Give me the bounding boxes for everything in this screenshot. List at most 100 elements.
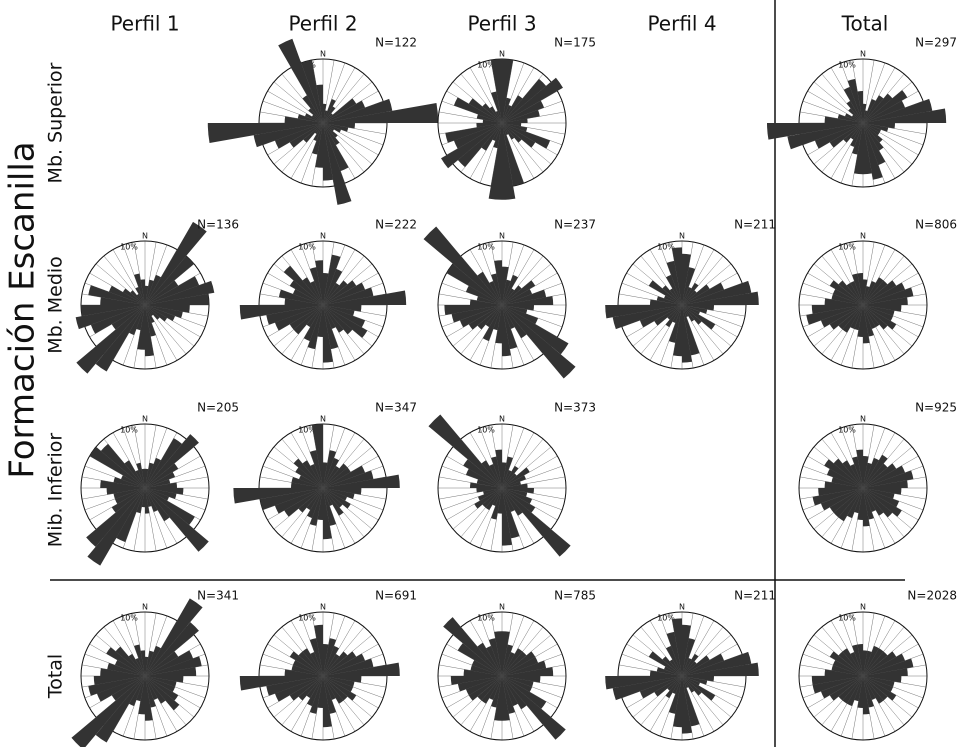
petal xyxy=(833,488,863,518)
petal xyxy=(767,123,863,140)
petal xyxy=(323,457,339,488)
petal xyxy=(323,123,335,132)
rose-diagram: 10% N N=211 xyxy=(605,589,776,741)
spoke xyxy=(862,122,913,165)
petal xyxy=(274,676,323,702)
petal xyxy=(502,109,540,123)
petal xyxy=(682,305,700,356)
petal xyxy=(476,296,502,305)
petal xyxy=(682,676,708,685)
petal xyxy=(863,123,883,180)
petal xyxy=(309,450,323,488)
petal xyxy=(317,676,323,708)
petal xyxy=(502,469,512,488)
petal xyxy=(292,660,323,676)
petal xyxy=(682,676,700,727)
petal xyxy=(323,282,366,305)
petal xyxy=(441,123,502,169)
north-label: N xyxy=(860,415,866,424)
petal xyxy=(787,123,863,150)
row-label: Mib. Inferior xyxy=(45,433,67,548)
petal xyxy=(854,676,863,702)
petal xyxy=(502,95,523,123)
petal xyxy=(323,488,355,499)
petal xyxy=(145,462,154,488)
petal xyxy=(863,123,886,166)
rose-diagram: 10% N N=373 xyxy=(428,401,596,557)
petal xyxy=(323,488,332,540)
rose-diagram: 10% N N=297 xyxy=(767,36,957,188)
petal xyxy=(303,123,323,143)
petal xyxy=(502,123,528,132)
petal xyxy=(863,676,874,708)
petal xyxy=(323,98,336,123)
petal xyxy=(477,271,502,305)
petal xyxy=(495,449,502,488)
petal xyxy=(93,676,145,685)
petal xyxy=(863,648,884,676)
petal xyxy=(863,123,889,132)
petal xyxy=(293,458,323,488)
n-label: N=925 xyxy=(915,401,957,415)
petal xyxy=(284,669,323,676)
petal xyxy=(811,676,863,685)
petal xyxy=(671,247,682,305)
petal xyxy=(323,676,337,714)
petal xyxy=(145,438,183,488)
petal xyxy=(88,676,145,696)
petal xyxy=(842,648,863,676)
petal xyxy=(502,660,547,676)
petal xyxy=(854,123,863,175)
petal xyxy=(136,305,145,331)
petal xyxy=(145,488,177,499)
petal xyxy=(863,653,906,676)
petal xyxy=(863,650,872,676)
petal xyxy=(856,449,863,488)
petal xyxy=(824,669,863,676)
petal xyxy=(863,463,897,488)
petal xyxy=(323,465,366,488)
rose-diagram: 10% N N=222 xyxy=(239,218,417,370)
petal xyxy=(492,488,502,507)
petal xyxy=(309,488,323,526)
petal xyxy=(814,123,863,149)
petal xyxy=(145,274,161,305)
petal xyxy=(492,123,502,142)
petal xyxy=(477,642,502,676)
petal xyxy=(829,305,863,330)
petal xyxy=(648,280,682,305)
petal xyxy=(145,488,184,495)
petal xyxy=(266,676,323,696)
petal xyxy=(323,465,340,488)
petal xyxy=(852,456,863,488)
petal xyxy=(493,305,502,331)
petal xyxy=(669,659,682,676)
petal xyxy=(857,644,863,676)
petal xyxy=(145,598,203,676)
petal xyxy=(274,488,323,514)
n-label: N=341 xyxy=(197,589,239,603)
petal xyxy=(854,305,863,331)
petal xyxy=(476,479,502,488)
petal xyxy=(863,305,895,316)
petal xyxy=(489,463,502,488)
petal xyxy=(88,285,145,305)
petal xyxy=(502,118,528,123)
petal xyxy=(470,665,502,676)
rose-diagram: 10%NN=122 xyxy=(207,36,439,205)
petal xyxy=(863,650,868,676)
north-label: N xyxy=(320,415,326,424)
rose-diagram: 10% N N=211 xyxy=(605,218,776,370)
petal xyxy=(145,676,184,683)
petal xyxy=(857,488,863,520)
petal xyxy=(145,280,179,305)
ring-label: 10% xyxy=(298,614,316,623)
petal xyxy=(463,459,502,488)
petal xyxy=(106,647,145,676)
petal xyxy=(291,482,323,488)
petal xyxy=(266,305,323,325)
petal xyxy=(323,676,348,701)
petal xyxy=(502,462,507,488)
petal xyxy=(650,299,682,305)
petal xyxy=(502,651,536,676)
